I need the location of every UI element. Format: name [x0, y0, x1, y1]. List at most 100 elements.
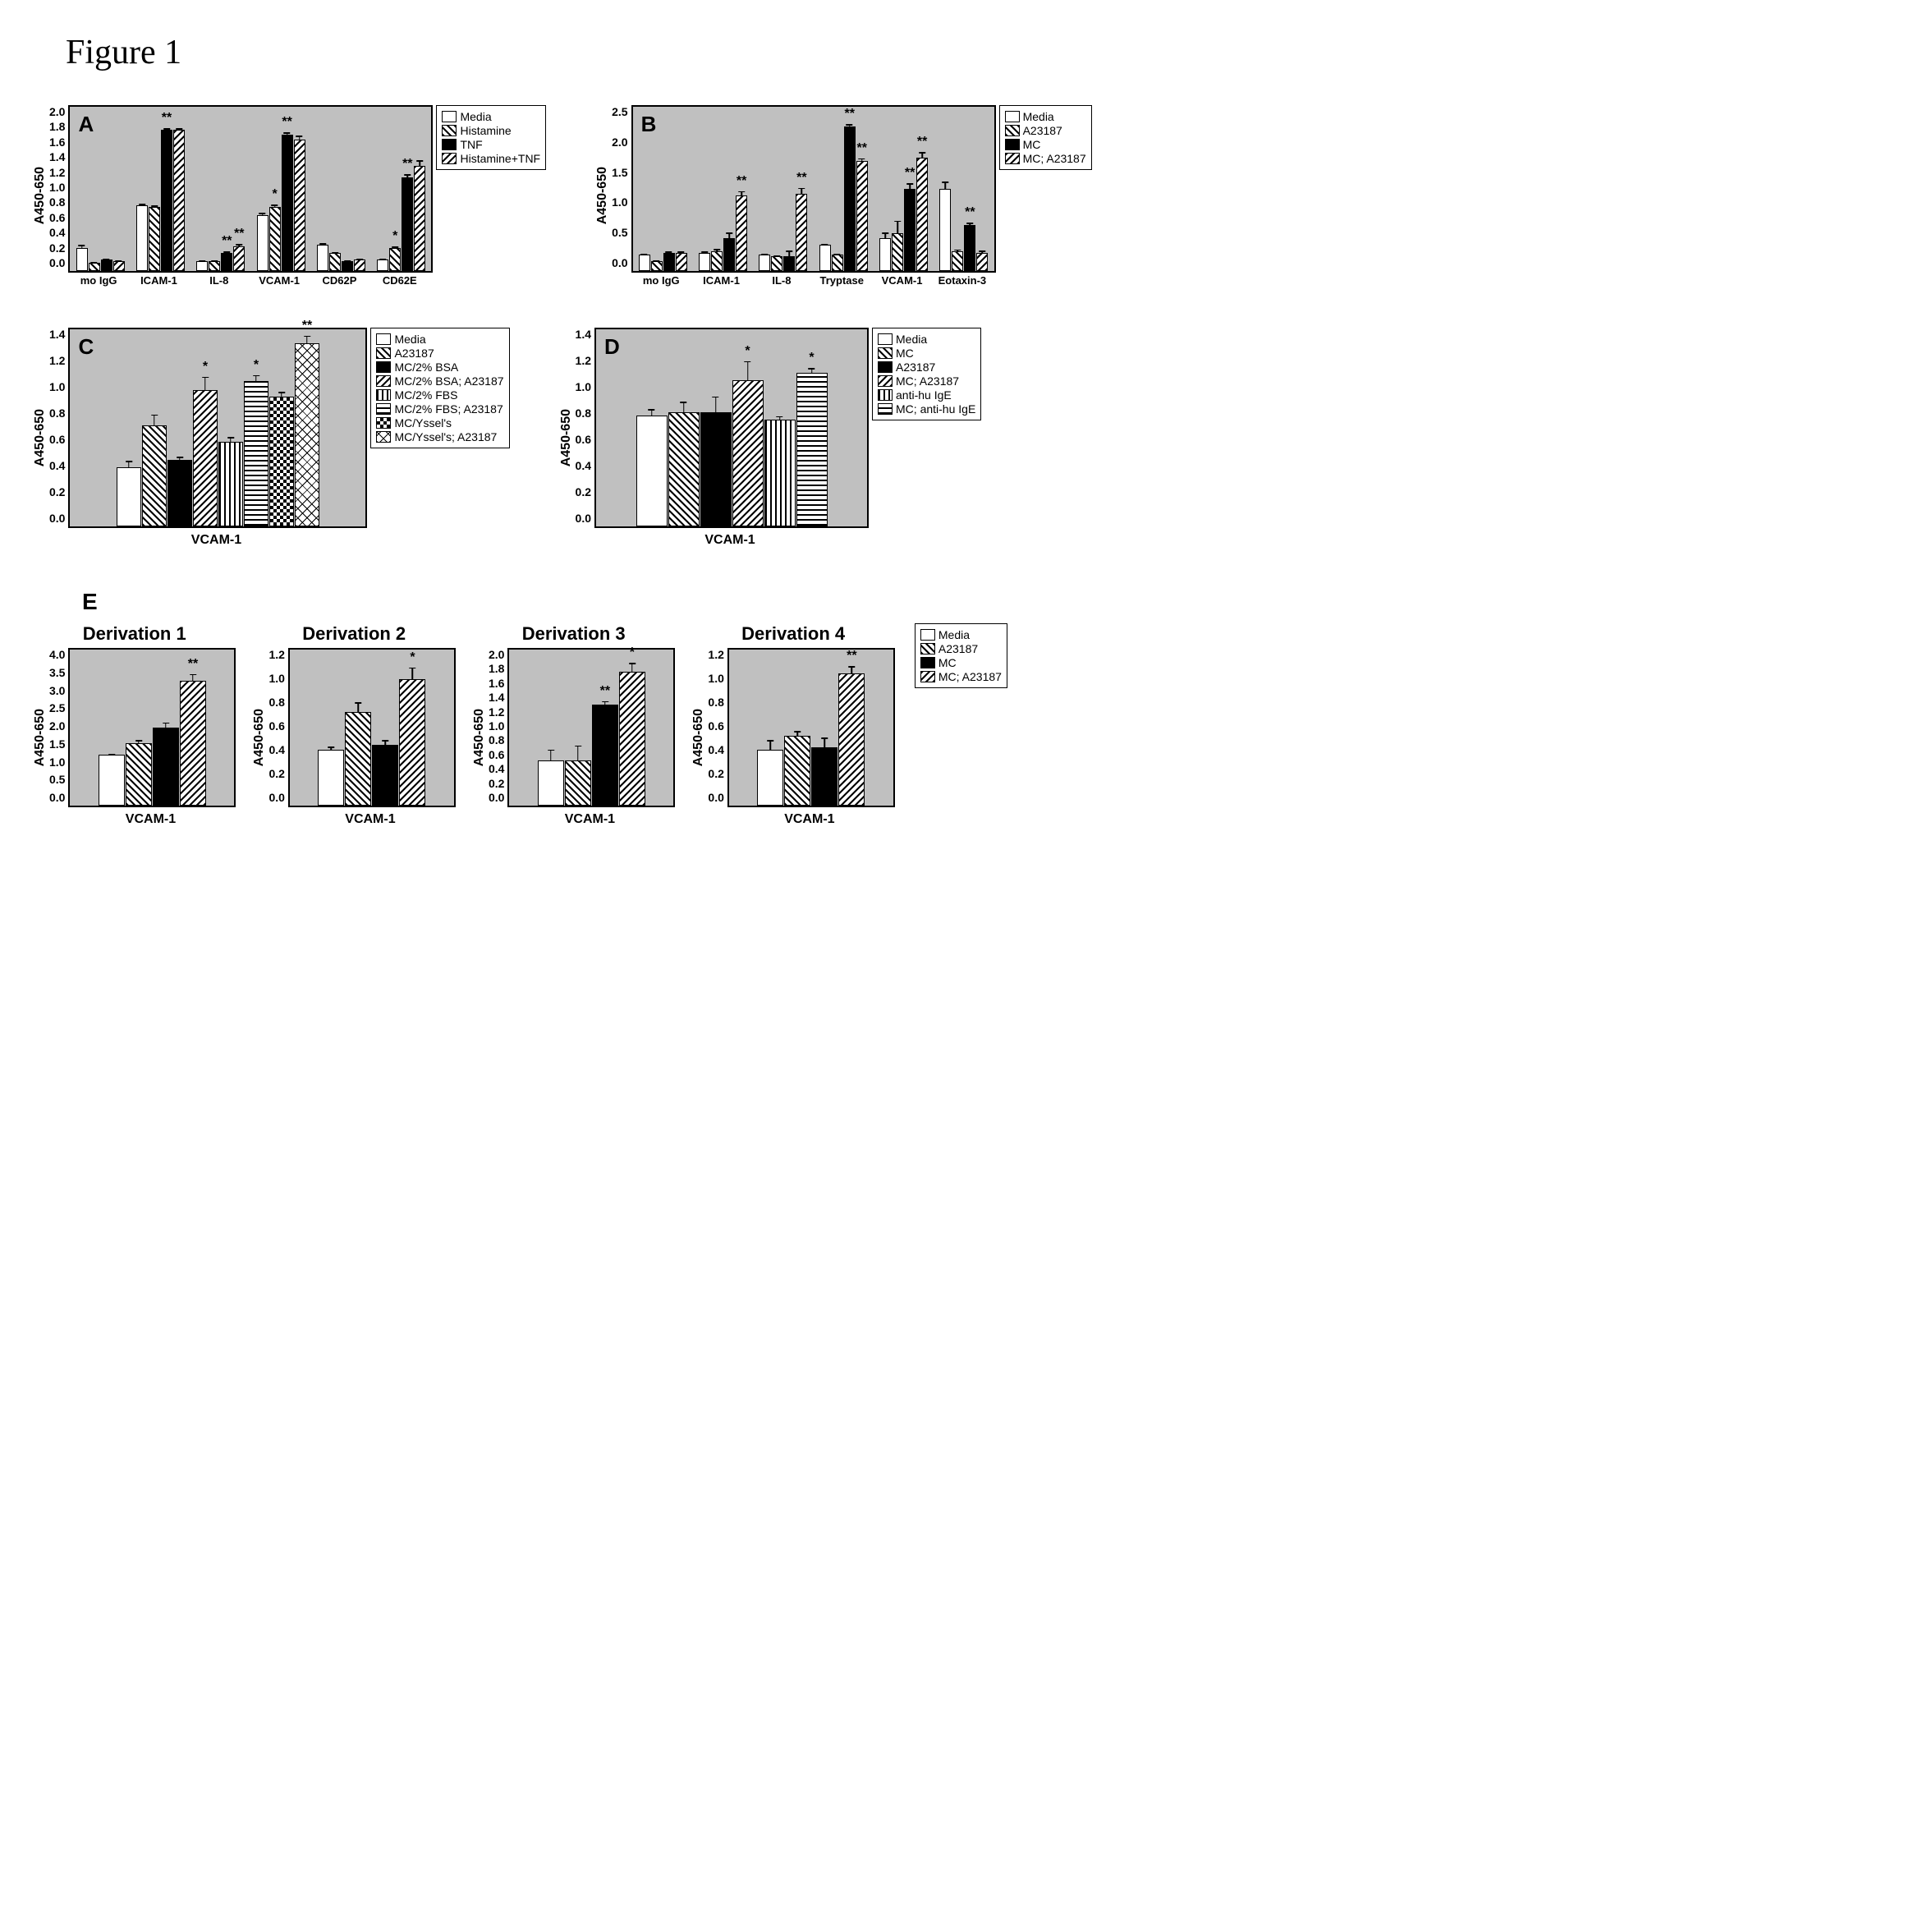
bar [939, 189, 951, 271]
bar-group: *** [377, 166, 425, 271]
error-bar [644, 254, 645, 255]
y-tick: 0.2 [268, 767, 284, 780]
legend-swatch [920, 657, 935, 668]
legend-label: MC/Yssel's [394, 416, 452, 429]
bar: ** [916, 158, 928, 271]
bar [639, 255, 650, 271]
significance-marker: ** [600, 685, 610, 698]
error-bar [704, 251, 705, 253]
error-bar [884, 232, 886, 239]
error-bar [111, 754, 112, 756]
significance-marker: * [630, 646, 635, 659]
bar [565, 760, 591, 806]
bar-group: **** [196, 246, 245, 271]
bar: ** [796, 194, 807, 271]
bar-group [317, 245, 365, 271]
significance-marker: ** [234, 227, 244, 241]
legend-item: MC/2% BSA; A23187 [376, 374, 503, 388]
y-tick: 3.5 [49, 666, 65, 679]
row-e: Derivation 1 A450-6504.03.53.02.52.01.51… [33, 623, 1899, 827]
legend: Media A23187 MC MC; A23187 [999, 105, 1092, 170]
error-bar [681, 251, 682, 253]
y-tick: 3.0 [49, 684, 65, 697]
error-bar [851, 666, 853, 674]
legend-item: Media [1005, 110, 1086, 123]
error-bar [577, 746, 579, 761]
legend-item: Media [878, 333, 975, 346]
y-tick: 1.5 [49, 737, 65, 751]
x-axis-label: VCAM-1 [288, 812, 452, 827]
legend-swatch [920, 629, 935, 641]
legend-item: MC; A23187 [920, 670, 1002, 683]
x-category: ICAM-1 [691, 274, 751, 287]
y-axis-label: A450-650 [33, 167, 48, 224]
error-bar [921, 152, 923, 158]
y-tick: 0.6 [708, 719, 723, 733]
bar [832, 255, 843, 271]
panel-e-subplot: Derivation 4 A450-6501.21.00.80.60.40.20… [691, 623, 894, 827]
legend-label: MC/2% BSA; A23187 [394, 374, 503, 388]
error-bar [849, 124, 851, 127]
error-bar [138, 740, 140, 744]
significance-marker: * [410, 651, 415, 664]
legend-label: MC [896, 347, 914, 360]
error-bar [945, 181, 947, 190]
y-tick: 0.0 [612, 256, 627, 269]
legend-swatch [442, 153, 457, 164]
error-bar [668, 251, 670, 253]
y-tick: 0.8 [489, 733, 504, 746]
bar [168, 460, 192, 526]
legend-item: MC/2% BSA [376, 361, 503, 374]
error-bar [909, 183, 911, 190]
bar [99, 755, 125, 806]
bar [372, 745, 398, 806]
bar: ** [904, 189, 916, 271]
error-bar [202, 260, 204, 262]
panel-e-subplot: Derivation 1 A450-6504.03.53.02.52.01.51… [33, 623, 236, 827]
legend-label: anti-hu IgE [896, 388, 952, 402]
bar-group: ** [636, 373, 828, 526]
bar [377, 260, 388, 271]
y-tick: 0.6 [49, 211, 65, 224]
bar-group: * [318, 679, 425, 806]
bar [218, 442, 243, 526]
error-bar [747, 361, 749, 381]
legend-label: MC; A23187 [1023, 152, 1086, 165]
plot-area: ** [68, 648, 236, 807]
plot-column: * VCAM-1 [288, 648, 456, 827]
legend-item: MC; A23187 [878, 374, 975, 388]
legend-label: MC; anti-hu IgE [896, 402, 975, 416]
plot-area: C**** [68, 328, 367, 528]
error-bar [716, 249, 718, 252]
error-bar [281, 392, 282, 397]
plot-area: A************ [68, 105, 433, 273]
plot-area: B************** [631, 105, 996, 273]
error-bar [214, 260, 216, 262]
legend-swatch [878, 389, 893, 401]
chart: A450-6502.52.01.51.00.50.0B*************… [595, 105, 995, 287]
error-bar [383, 259, 384, 260]
bar [771, 256, 782, 271]
plot-column: A************mo IgGICAM-1IL-8VCAM-1CD62P… [68, 105, 433, 287]
legend-label: A23187 [938, 642, 978, 655]
x-category: ICAM-1 [129, 274, 189, 287]
significance-marker: ** [737, 175, 746, 188]
bar: ** [736, 195, 747, 271]
legend-label: A23187 [394, 347, 434, 360]
error-bar [412, 668, 414, 681]
error-bar [789, 250, 791, 257]
bar [879, 238, 891, 271]
chart: A450-6501.21.00.80.60.40.20.0**VCAM-1 [691, 648, 894, 827]
subplot-title: Derivation 2 [302, 623, 406, 645]
legend-item: MC/2% FBS; A23187 [376, 402, 503, 416]
error-bar [777, 255, 778, 257]
bar [89, 263, 100, 271]
x-category: mo IgG [68, 274, 128, 287]
legend-swatch [376, 375, 391, 387]
y-tick: 0.4 [49, 226, 65, 239]
y-tick: 0.4 [49, 459, 65, 472]
y-tick: 0.2 [49, 241, 65, 255]
bar-group: ** [939, 189, 988, 271]
y-axis-label: A450-650 [252, 709, 267, 766]
significance-marker: ** [847, 650, 856, 663]
